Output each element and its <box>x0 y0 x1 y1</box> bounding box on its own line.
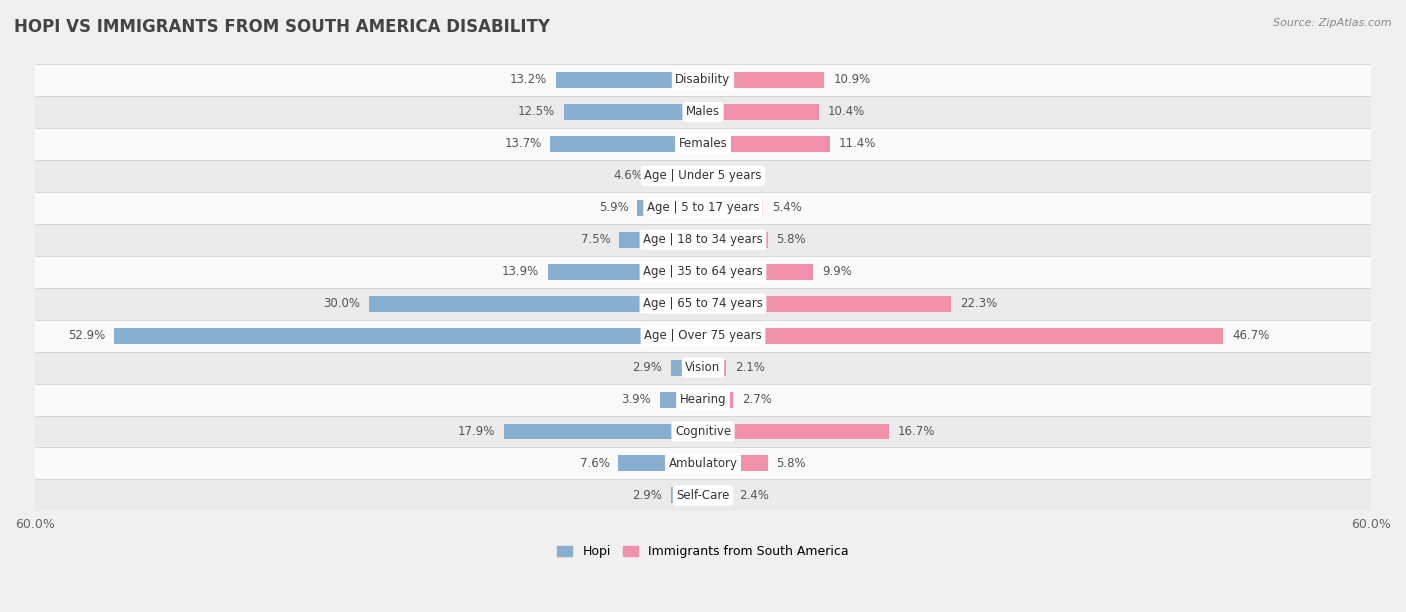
Bar <box>114 327 703 343</box>
Text: 2.9%: 2.9% <box>631 489 662 502</box>
Text: Ambulatory: Ambulatory <box>668 457 738 470</box>
Bar <box>671 487 703 504</box>
Bar <box>35 128 1371 160</box>
Bar <box>703 392 733 408</box>
Text: Age | 18 to 34 years: Age | 18 to 34 years <box>643 233 763 246</box>
Text: Cognitive: Cognitive <box>675 425 731 438</box>
Bar <box>703 264 813 280</box>
Text: HOPI VS IMMIGRANTS FROM SOUTH AMERICA DISABILITY: HOPI VS IMMIGRANTS FROM SOUTH AMERICA DI… <box>14 18 550 36</box>
Text: 10.4%: 10.4% <box>828 105 865 118</box>
Bar <box>35 256 1371 288</box>
Text: 52.9%: 52.9% <box>67 329 105 342</box>
Text: Source: ZipAtlas.com: Source: ZipAtlas.com <box>1274 18 1392 28</box>
Text: 46.7%: 46.7% <box>1232 329 1270 342</box>
Bar <box>703 136 830 152</box>
Text: Age | 65 to 74 years: Age | 65 to 74 years <box>643 297 763 310</box>
Text: Age | Under 5 years: Age | Under 5 years <box>644 170 762 182</box>
Text: 3.9%: 3.9% <box>621 393 651 406</box>
Bar <box>703 487 730 504</box>
Bar <box>35 447 1371 479</box>
Text: 17.9%: 17.9% <box>457 425 495 438</box>
Text: 13.7%: 13.7% <box>505 137 541 151</box>
Bar <box>652 168 703 184</box>
Bar <box>703 360 727 376</box>
Bar <box>35 351 1371 384</box>
Legend: Hopi, Immigrants from South America: Hopi, Immigrants from South America <box>553 540 853 563</box>
Bar <box>555 72 703 88</box>
Bar <box>35 479 1371 512</box>
Bar <box>35 64 1371 96</box>
Text: 5.9%: 5.9% <box>599 201 628 214</box>
Text: Age | 35 to 64 years: Age | 35 to 64 years <box>643 265 763 278</box>
Bar <box>671 360 703 376</box>
Bar <box>503 424 703 439</box>
Text: Vision: Vision <box>685 361 721 374</box>
Bar <box>703 455 768 471</box>
Bar <box>703 232 768 248</box>
Text: 5.8%: 5.8% <box>776 233 806 246</box>
Bar <box>35 224 1371 256</box>
Text: 7.5%: 7.5% <box>581 233 610 246</box>
Text: 13.9%: 13.9% <box>502 265 540 278</box>
Bar <box>703 104 818 120</box>
Text: Females: Females <box>679 137 727 151</box>
Bar <box>703 424 889 439</box>
Bar <box>637 200 703 216</box>
Bar <box>35 384 1371 416</box>
Text: 2.4%: 2.4% <box>738 489 769 502</box>
Text: 13.2%: 13.2% <box>510 73 547 86</box>
Text: 16.7%: 16.7% <box>898 425 935 438</box>
Bar <box>703 72 824 88</box>
Text: 12.5%: 12.5% <box>517 105 555 118</box>
Bar <box>35 416 1371 447</box>
Bar <box>659 392 703 408</box>
Bar <box>620 232 703 248</box>
Bar <box>703 200 763 216</box>
Text: 4.6%: 4.6% <box>613 170 643 182</box>
Text: 10.9%: 10.9% <box>834 73 870 86</box>
Bar <box>35 96 1371 128</box>
Text: Age | Over 75 years: Age | Over 75 years <box>644 329 762 342</box>
Text: 5.4%: 5.4% <box>772 201 801 214</box>
Bar <box>368 296 703 312</box>
Text: 11.4%: 11.4% <box>839 137 876 151</box>
Text: 7.6%: 7.6% <box>579 457 609 470</box>
Text: 5.8%: 5.8% <box>776 457 806 470</box>
Bar <box>551 136 703 152</box>
Text: 2.1%: 2.1% <box>735 361 765 374</box>
Bar <box>35 319 1371 351</box>
Text: Males: Males <box>686 105 720 118</box>
Bar <box>703 168 717 184</box>
Text: Self-Care: Self-Care <box>676 489 730 502</box>
Bar <box>548 264 703 280</box>
Bar <box>564 104 703 120</box>
Bar <box>703 296 952 312</box>
Text: 9.9%: 9.9% <box>823 265 852 278</box>
Text: 2.9%: 2.9% <box>631 361 662 374</box>
Bar <box>35 160 1371 192</box>
Bar <box>619 455 703 471</box>
Bar <box>35 192 1371 224</box>
Text: 2.7%: 2.7% <box>742 393 772 406</box>
Bar <box>703 327 1223 343</box>
Text: 22.3%: 22.3% <box>960 297 997 310</box>
Text: Age | 5 to 17 years: Age | 5 to 17 years <box>647 201 759 214</box>
Bar <box>35 288 1371 319</box>
Text: Disability: Disability <box>675 73 731 86</box>
Text: 30.0%: 30.0% <box>323 297 360 310</box>
Text: 1.2%: 1.2% <box>725 170 755 182</box>
Text: Hearing: Hearing <box>679 393 727 406</box>
